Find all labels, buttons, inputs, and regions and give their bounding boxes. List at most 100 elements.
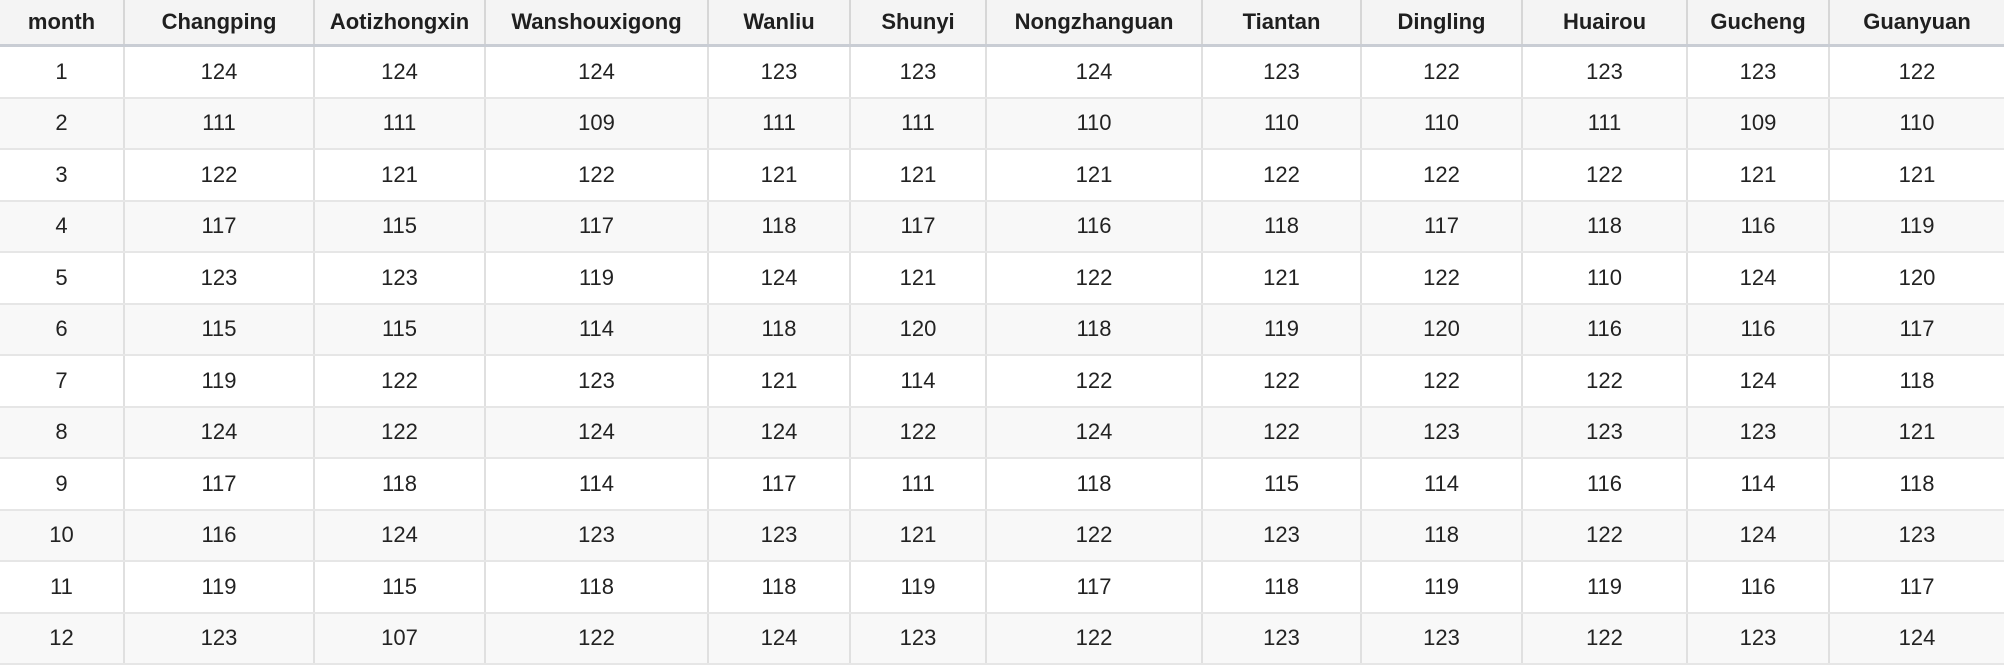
table-cell-month: 8 <box>0 406 125 459</box>
table-row: 6 115 115 114 118 120 118 119 120 116 116 117 <box>0 303 2004 356</box>
table-cell-gucheng: 116 <box>1687 561 1830 614</box>
column-header-nongzhanguan[interactable]: Nongzhanguan <box>986 0 1203 47</box>
table-cell-guanyuan: 118 <box>1829 355 2004 408</box>
table-cell-tiantan: 110 <box>1202 97 1362 150</box>
table-cell-huairou: 123 <box>1522 406 1688 459</box>
table-cell-shunyi: 123 <box>850 612 987 665</box>
table-cell-wanshouxigong: 117 <box>485 200 709 253</box>
table-cell-wanshouxigong: 114 <box>485 303 709 356</box>
table-cell-guanyuan: 124 <box>1829 612 2004 665</box>
table-cell-huairou: 116 <box>1522 458 1688 511</box>
table-cell-nongzhanguan: 124 <box>986 406 1203 459</box>
column-header-guanyuan[interactable]: Guanyuan <box>1829 0 2004 47</box>
column-header-gucheng[interactable]: Gucheng <box>1687 0 1830 47</box>
table-cell-aotizhongxin: 111 <box>314 97 486 150</box>
column-header-month[interactable]: month <box>0 0 125 47</box>
table-cell-month: 12 <box>0 612 125 665</box>
table-cell-aotizhongxin: 124 <box>314 45 486 99</box>
table-cell-gucheng: 116 <box>1687 200 1830 253</box>
table-row: 3 122 121 122 121 121 121 122 122 122 121 121 <box>0 149 2004 202</box>
column-header-shunyi[interactable]: Shunyi <box>850 0 987 47</box>
table-cell-changping: 123 <box>124 612 315 665</box>
table-cell-wanliu: 124 <box>708 406 851 459</box>
table-cell-guanyuan: 117 <box>1829 561 2004 614</box>
table-cell-wanshouxigong: 122 <box>485 612 709 665</box>
table-body: 1 124 124 124 123 123 124 123 122 123 123 122 2 111 11… <box>0 45 2004 665</box>
table-cell-wanliu: 121 <box>708 149 851 202</box>
table-cell-nongzhanguan: 122 <box>986 252 1203 305</box>
table-row: 10 116 124 123 123 121 122 123 118 122 124 123 <box>0 509 2004 562</box>
column-header-wanliu[interactable]: Wanliu <box>708 0 851 47</box>
table-cell-guanyuan: 117 <box>1829 303 2004 356</box>
column-header-dingling[interactable]: Dingling <box>1361 0 1523 47</box>
column-header-huairou[interactable]: Huairou <box>1522 0 1688 47</box>
table-cell-aotizhongxin: 115 <box>314 303 486 356</box>
table-cell-tiantan: 118 <box>1202 200 1362 253</box>
table-cell-wanliu: 124 <box>708 612 851 665</box>
table-cell-month: 1 <box>0 45 125 99</box>
table-cell-aotizhongxin: 121 <box>314 149 486 202</box>
table-row: 12 123 107 122 124 123 122 123 123 122 123 124 <box>0 612 2004 665</box>
table-cell-nongzhanguan: 124 <box>986 45 1203 99</box>
table-cell-huairou: 116 <box>1522 303 1688 356</box>
column-header-wanshouxigong[interactable]: Wanshouxigong <box>485 0 709 47</box>
table-cell-aotizhongxin: 123 <box>314 252 486 305</box>
column-header-tiantan[interactable]: Tiantan <box>1202 0 1362 47</box>
table-cell-tiantan: 123 <box>1202 612 1362 665</box>
table-cell-guanyuan: 121 <box>1829 406 2004 459</box>
table-cell-changping: 115 <box>124 303 315 356</box>
table-cell-tiantan: 122 <box>1202 355 1362 408</box>
table-cell-dingling: 123 <box>1361 612 1523 665</box>
table-cell-month: 6 <box>0 303 125 356</box>
table-row: 11 119 115 118 118 119 117 118 119 119 116 117 <box>0 561 2004 614</box>
table-cell-gucheng: 124 <box>1687 355 1830 408</box>
table-cell-guanyuan: 119 <box>1829 200 2004 253</box>
column-header-aotizhongxin[interactable]: Aotizhongxin <box>314 0 486 47</box>
table-cell-tiantan: 123 <box>1202 509 1362 562</box>
table-cell-huairou: 119 <box>1522 561 1688 614</box>
table-cell-huairou: 122 <box>1522 509 1688 562</box>
table-cell-nongzhanguan: 118 <box>986 458 1203 511</box>
header-row: month Changping Aotizhongxin Wanshouxigong W… <box>0 0 2004 47</box>
table-cell-shunyi: 121 <box>850 252 987 305</box>
table-cell-nongzhanguan: 122 <box>986 355 1203 408</box>
table-cell-changping: 117 <box>124 458 315 511</box>
table-cell-dingling: 114 <box>1361 458 1523 511</box>
table-cell-month: 5 <box>0 252 125 305</box>
table-cell-nongzhanguan: 117 <box>986 561 1203 614</box>
table-row: 9 117 118 114 117 111 118 115 114 116 114 118 <box>0 458 2004 511</box>
table-cell-tiantan: 122 <box>1202 406 1362 459</box>
table-cell-shunyi: 114 <box>850 355 987 408</box>
table-cell-shunyi: 123 <box>850 45 987 99</box>
table-cell-gucheng: 124 <box>1687 509 1830 562</box>
table-cell-wanliu: 121 <box>708 355 851 408</box>
table-cell-shunyi: 111 <box>850 458 987 511</box>
table-cell-gucheng: 121 <box>1687 149 1830 202</box>
table-cell-huairou: 123 <box>1522 45 1688 99</box>
table-cell-dingling: 122 <box>1361 252 1523 305</box>
table-cell-guanyuan: 122 <box>1829 45 2004 99</box>
table-cell-tiantan: 123 <box>1202 45 1362 99</box>
table-cell-huairou: 122 <box>1522 149 1688 202</box>
table-cell-wanliu: 124 <box>708 252 851 305</box>
table-cell-huairou: 110 <box>1522 252 1688 305</box>
table-row: 1 124 124 124 123 123 124 123 122 123 123 122 <box>0 45 2004 99</box>
table-cell-aotizhongxin: 107 <box>314 612 486 665</box>
table-cell-changping: 119 <box>124 561 315 614</box>
table-cell-month: 10 <box>0 509 125 562</box>
table-cell-guanyuan: 110 <box>1829 97 2004 150</box>
table-cell-dingling: 118 <box>1361 509 1523 562</box>
table-cell-wanshouxigong: 118 <box>485 561 709 614</box>
table-cell-nongzhanguan: 122 <box>986 509 1203 562</box>
table-row: 4 117 115 117 118 117 116 118 117 118 116 119 <box>0 200 2004 253</box>
table-cell-wanshouxigong: 123 <box>485 355 709 408</box>
table-cell-month: 4 <box>0 200 125 253</box>
table-cell-nongzhanguan: 118 <box>986 303 1203 356</box>
table-cell-gucheng: 123 <box>1687 45 1830 99</box>
table-cell-month: 11 <box>0 561 125 614</box>
table-cell-tiantan: 121 <box>1202 252 1362 305</box>
column-header-changping[interactable]: Changping <box>124 0 315 47</box>
table-row: 5 123 123 119 124 121 122 121 122 110 124 120 <box>0 252 2004 305</box>
table-row: 7 119 122 123 121 114 122 122 122 122 124 118 <box>0 355 2004 408</box>
